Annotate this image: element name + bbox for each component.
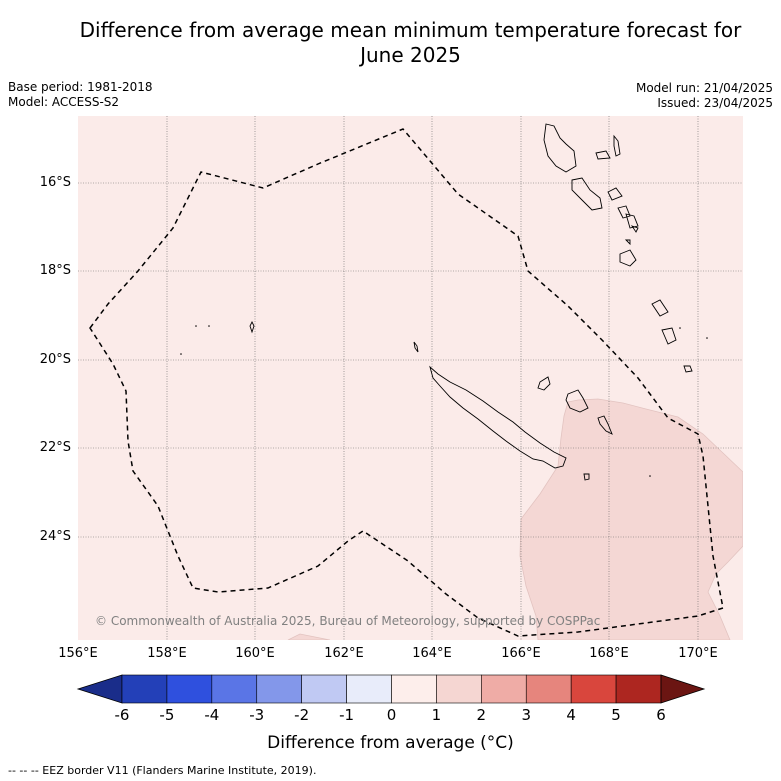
island-east-3 xyxy=(683,365,693,373)
vanuatu-aneityum xyxy=(624,239,631,246)
lat-label-20s: 20°S xyxy=(39,352,71,367)
vanuatu-espiritu-santo xyxy=(543,123,577,173)
colorbar-segment xyxy=(481,674,527,704)
colorbar-segment xyxy=(121,674,168,704)
colorbar-segment xyxy=(166,674,213,704)
islet-6 xyxy=(649,475,651,477)
colorbar-tick-label: -3 xyxy=(249,706,265,724)
colorbar-segment xyxy=(256,674,302,704)
model-name: Model: ACCESS-S2 xyxy=(8,95,120,109)
vanuatu-island-8 xyxy=(630,225,639,233)
colorbar-segment xyxy=(525,674,572,704)
islet-1 xyxy=(180,353,182,355)
colorbar-tick-label: 0 xyxy=(386,706,397,724)
island-west-1 xyxy=(249,320,255,334)
island-east-1 xyxy=(651,299,669,317)
colorbar-extension-low xyxy=(76,674,123,704)
new-caledonia-island xyxy=(429,365,567,469)
colorbar-segment xyxy=(436,674,482,704)
colorbar-tick-label: 5 xyxy=(611,706,621,724)
colorbar-tick-label: 4 xyxy=(566,706,576,724)
model-run: Model run: 21/04/2025 xyxy=(635,81,773,95)
warm-anomaly-region xyxy=(519,398,744,641)
vanuatu-island-2 xyxy=(595,150,611,160)
copyright-text: © Commonwealth of Australia 2025, Bureau… xyxy=(95,614,601,628)
islet-4 xyxy=(679,327,681,329)
colorbar-segment xyxy=(301,674,347,704)
colorbar-tick-label: -2 xyxy=(294,706,310,724)
vanuatu-island-7 xyxy=(625,213,639,229)
lon-label-160e: 160°E xyxy=(235,646,275,661)
colorbar-segment xyxy=(391,674,437,704)
colorbar-tick-label: -5 xyxy=(159,706,175,724)
colorbar-segment xyxy=(211,674,258,704)
colorbar-tick-label: 6 xyxy=(656,706,666,724)
lat-label-18s: 18°S xyxy=(39,263,71,278)
colorbar-tick-label: -1 xyxy=(339,706,355,724)
chart-title: Difference from average mean minimum tem… xyxy=(40,18,781,68)
lon-label-158e: 158°E xyxy=(147,646,187,661)
title-line-2: June 2025 xyxy=(360,43,461,67)
eez-border xyxy=(89,128,724,637)
colorbar-tick-label: 2 xyxy=(476,706,487,724)
colorbar-tick-label: 1 xyxy=(431,706,442,724)
colorbar-tick-label: -6 xyxy=(114,706,130,724)
vanuatu-efate xyxy=(617,205,631,219)
meta-right: Model run: 21/04/2025 Issued: 23/04/2025 xyxy=(636,81,773,111)
gridlines xyxy=(78,116,743,640)
isle-of-pines xyxy=(583,473,590,481)
loyalty-island-2 xyxy=(565,389,589,413)
vanuatu-island-3 xyxy=(613,134,621,157)
lon-label-156e: 156°E xyxy=(58,646,98,661)
meta-left: Base period: 1981-2018 Model: ACCESS-S2 xyxy=(8,80,153,110)
map-panel: © Commonwealth of Australia 2025, Bureau… xyxy=(78,116,744,641)
map-svg xyxy=(78,116,744,641)
colorbar-title: Difference from average (°C) xyxy=(267,733,514,753)
base-period: Base period: 1981-2018 xyxy=(8,80,153,94)
colorbar-tick-label: 3 xyxy=(521,706,532,724)
lat-label-22s: 22°S xyxy=(39,440,71,455)
lon-label-168e: 168°E xyxy=(589,646,629,661)
colorbar-segment xyxy=(615,674,662,704)
islet-3 xyxy=(208,325,210,327)
lon-label-162e: 162°E xyxy=(324,646,364,661)
footer-legend: -- -- -- EEZ border V11 (Flanders Marine… xyxy=(8,764,317,777)
colorbar-extension-high xyxy=(660,674,706,704)
lon-label-170e: 170°E xyxy=(678,646,718,661)
lon-label-164e: 164°E xyxy=(412,646,452,661)
issued-date: Issued: 23/04/2025 xyxy=(657,96,773,110)
vanuatu-island-5 xyxy=(607,187,623,201)
island-small xyxy=(413,341,419,353)
vanuatu-tanna xyxy=(619,249,637,267)
lat-label-24s: 24°S xyxy=(39,529,71,544)
colorbar xyxy=(76,674,706,704)
islet-5 xyxy=(706,337,708,339)
colorbar-tick-label: -4 xyxy=(204,706,220,724)
lat-label-16s: 16°S xyxy=(39,175,71,190)
colorbar-segment xyxy=(346,674,392,704)
islet-2 xyxy=(195,325,197,327)
loyalty-island-1 xyxy=(537,376,551,391)
lon-label-166e: 166°E xyxy=(501,646,541,661)
title-line-1: Difference from average mean minimum tem… xyxy=(79,18,742,42)
loyalty-island-3 xyxy=(597,415,613,435)
colorbar-segment xyxy=(570,674,617,704)
vanuatu-malakula xyxy=(571,177,603,211)
island-east-2 xyxy=(661,327,677,345)
